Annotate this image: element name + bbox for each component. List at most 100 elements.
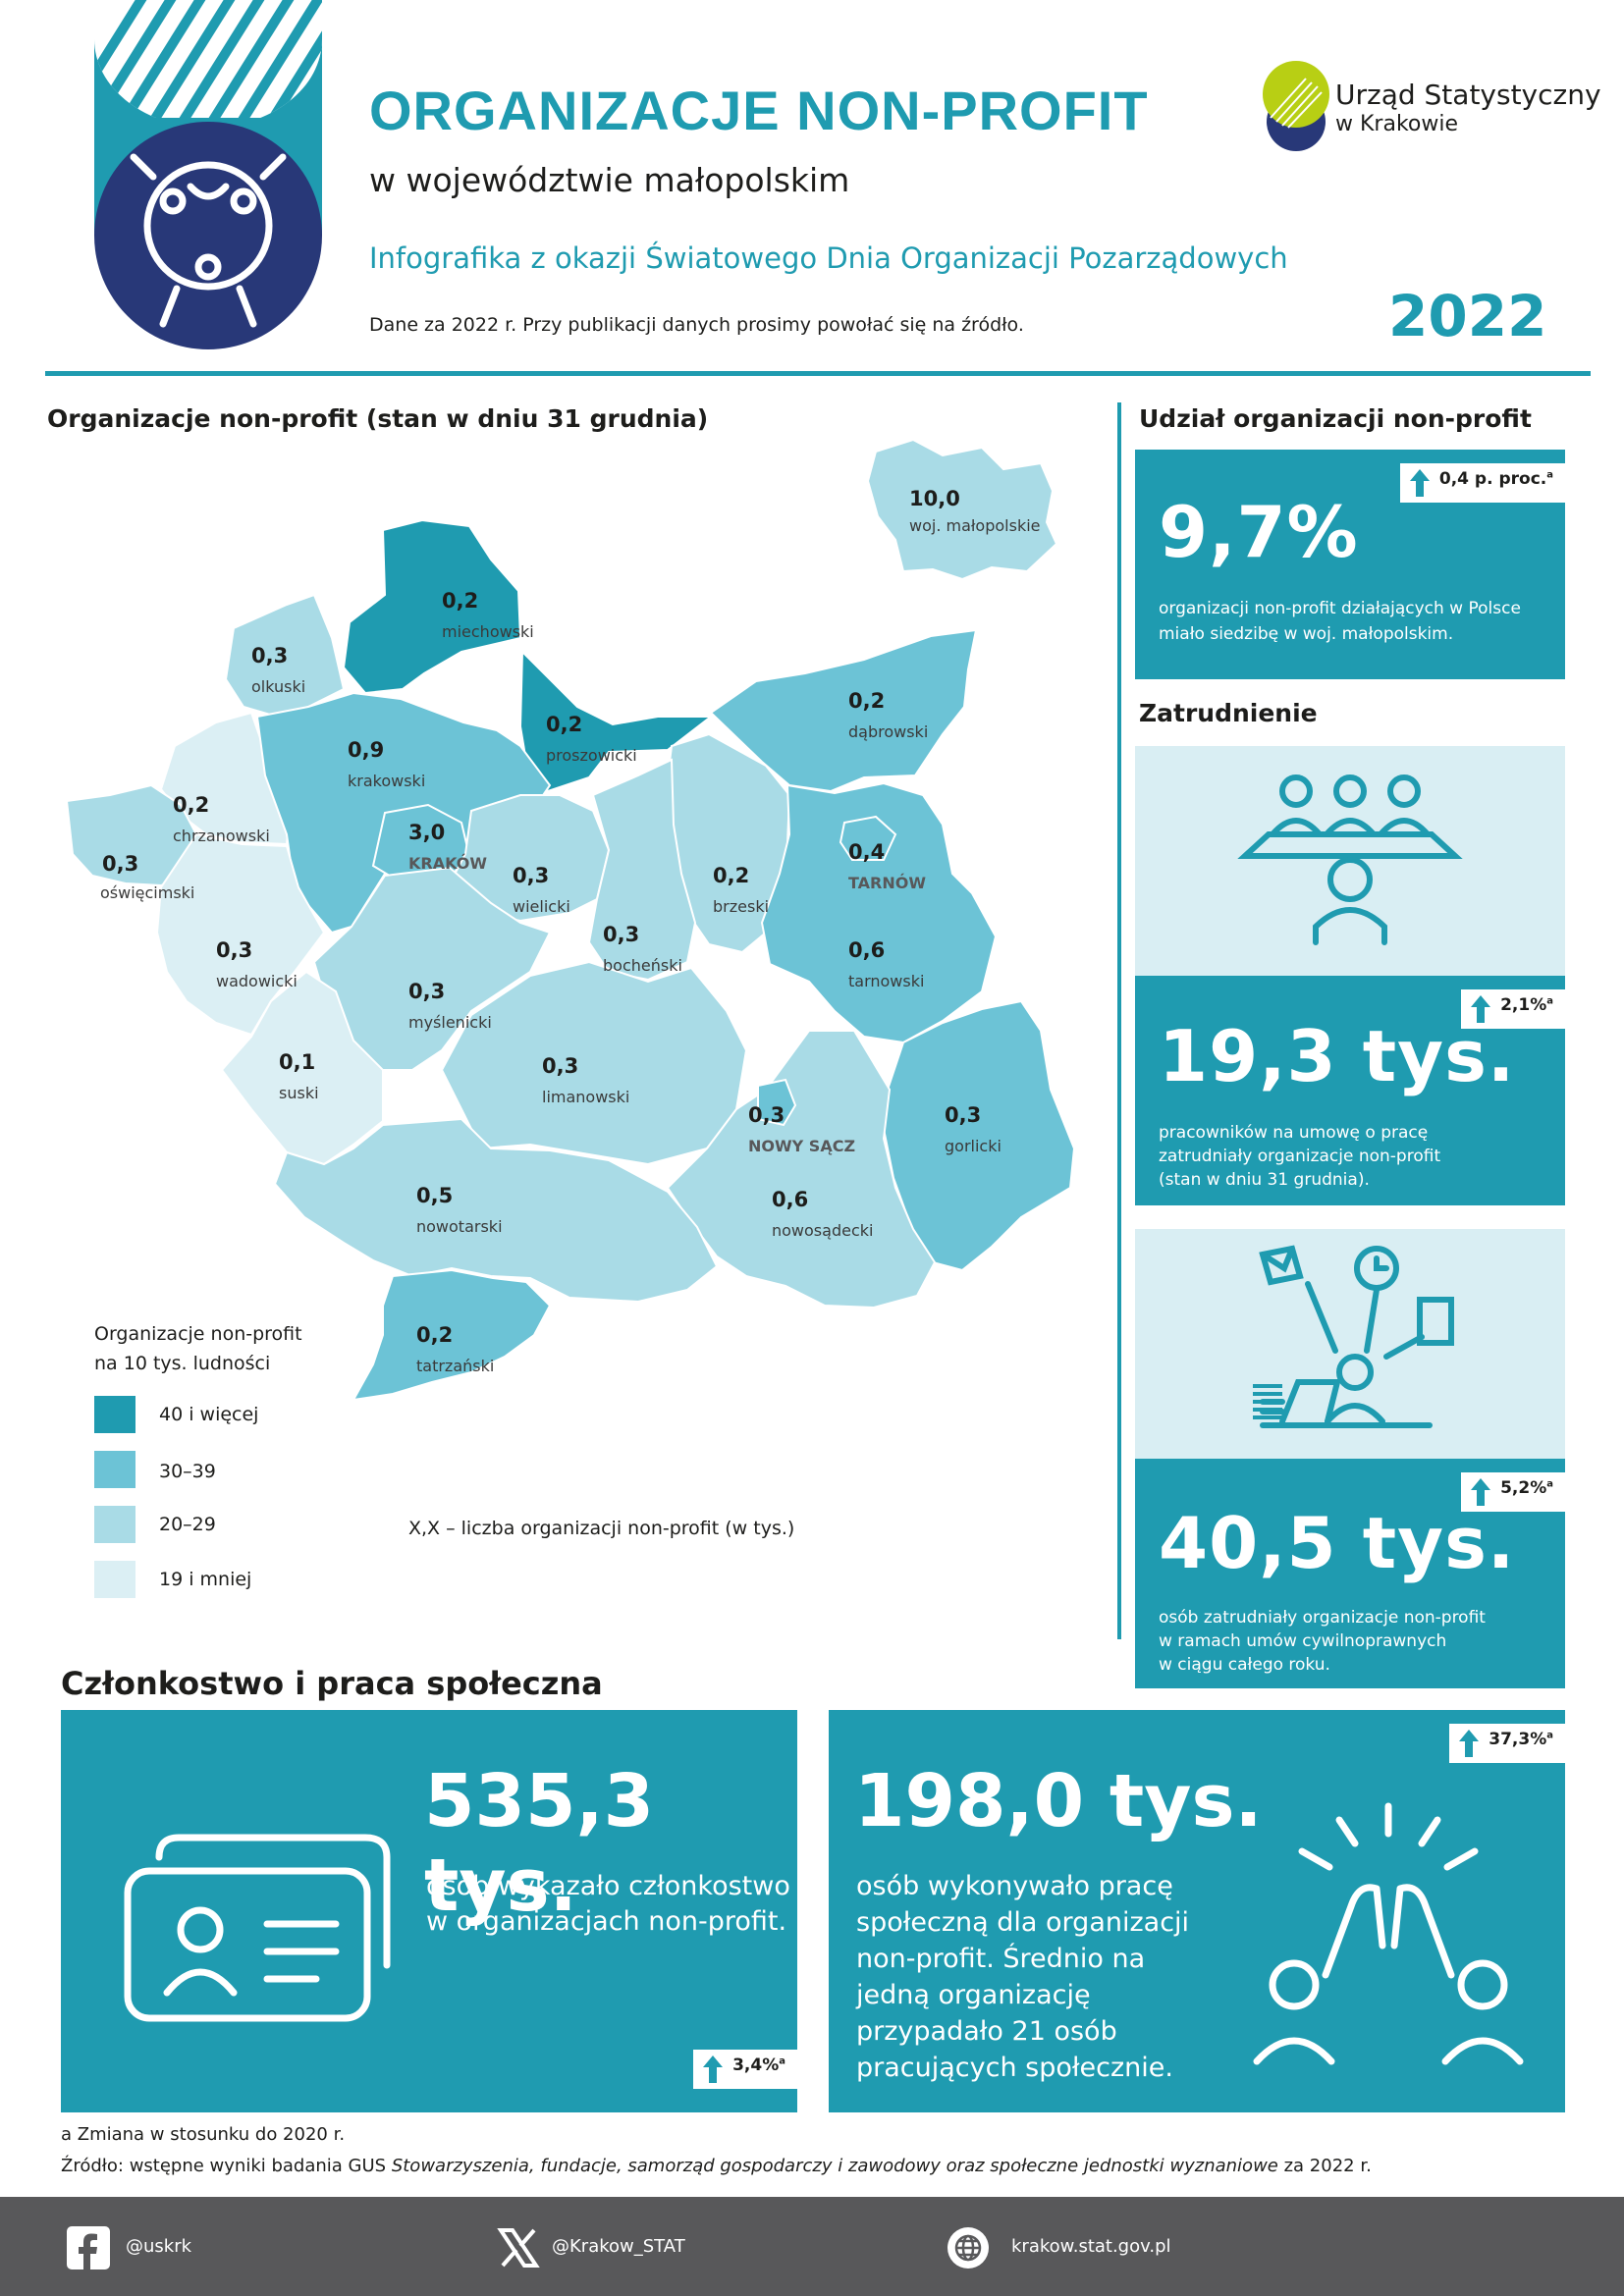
change-badge: 0,4 p. proc.a <box>1399 463 1565 503</box>
region-value: 0,2 <box>848 689 886 713</box>
facebook-handle: @uskrk <box>126 2236 192 2257</box>
region-value: 0,3 <box>102 852 139 876</box>
facebook-icon <box>67 2226 110 2269</box>
region-name: brzeski <box>713 897 770 916</box>
region-name: dąbrowski <box>848 722 929 741</box>
volunteering-desc-line1: osób wykonywało pracę <box>856 1871 1173 1901</box>
share-box: 0,4 p. proc.a 9,7% organizacji non-profi… <box>1135 450 1565 679</box>
badge-value: 37,3% <box>1489 1730 1547 1749</box>
region-value: 0,2 <box>546 713 583 736</box>
district-gorlicki <box>882 999 1076 1272</box>
district-tarnow <box>839 815 897 861</box>
year-label: 2022 <box>1388 283 1547 349</box>
region-map <box>59 422 1080 1404</box>
value-unit-note: X,X – liczba organizacji non-profit (w t… <box>408 1518 795 1539</box>
high-five-icon <box>1253 1802 1524 2065</box>
facebook-link[interactable]: @uskrk <box>67 2226 263 2269</box>
region-value: 0,3 <box>748 1103 785 1127</box>
multitasking-worker-icon <box>1253 1245 1454 1428</box>
x-logo-icon <box>497 2228 540 2268</box>
employment-title: Zatrudnienie <box>1139 699 1318 727</box>
header-divider <box>45 371 1591 376</box>
region-value: 0,3 <box>945 1103 982 1127</box>
membership-desc-line2: w organizacjach non-profit. <box>426 1906 787 1937</box>
region-value: 0,6 <box>772 1188 809 1211</box>
district-nowotarski <box>273 1117 719 1304</box>
footer-bar: @uskrk @Krakow_STAT krakow.stat.gov.pl <box>0 2197 1624 2296</box>
share-desc-line1: organizacji non-profit działających w Po… <box>1159 599 1521 618</box>
badge-footnote-mark: a <box>1546 1730 1553 1741</box>
employment-desc-line1: pracowników na umowę o pracę <box>1159 1123 1429 1143</box>
region-name: NOWY SĄCZ <box>748 1137 856 1155</box>
district-bochenski <box>587 758 697 982</box>
logo-name-line1: Urząd Statystyczny <box>1335 79 1601 111</box>
page-subtitle: w województwie małopolskim <box>369 161 850 199</box>
legend-label: 19 i mniej <box>159 1569 252 1590</box>
region-name: suski <box>279 1084 319 1102</box>
membership-title: Członkostwo i praca społeczna <box>61 1665 603 1702</box>
legend-swatch <box>94 1506 135 1543</box>
district-olkuski <box>224 593 346 719</box>
inset-value: 10,0 <box>909 487 960 510</box>
arrow-up-icon <box>1459 1730 1480 1757</box>
region-name: oświęcimski <box>100 883 195 902</box>
x-link[interactable]: @Krakow_STAT <box>497 2226 713 2269</box>
region-value: 0,1 <box>279 1050 316 1074</box>
region-name: gorlicki <box>945 1137 1001 1155</box>
region-value: 3,0 <box>408 821 446 844</box>
membership-desc-line1: osób wykazało członkostwo <box>426 1871 790 1901</box>
district-tarnowski <box>760 781 998 1044</box>
badge-footnote-mark: a <box>1546 1478 1553 1490</box>
arrow-up-icon <box>703 2056 724 2083</box>
arrow-up-icon <box>1409 469 1430 497</box>
region-name: miechowski <box>442 622 534 641</box>
contract-desc-line3: w ciągu całego roku. <box>1159 1655 1330 1675</box>
region-value: 0,9 <box>348 738 385 762</box>
logo-name-line2: w Krakowie <box>1335 112 1458 136</box>
employment-illustration-1 <box>1135 746 1565 976</box>
region-name: KRAKÓW <box>408 854 488 873</box>
volunteering-box: 37,3%a 198,0 tys. osób wykonywało pracę … <box>829 1710 1565 2112</box>
website-link[interactable]: krakow.stat.gov.pl <box>947 2226 1202 2269</box>
region-name: myślenicki <box>408 1013 492 1032</box>
source-note: Źródło: wstępne wyniki badania GUS Stowa… <box>61 2156 1372 2176</box>
region-value: 0,3 <box>408 980 446 1003</box>
inset-label: woj. małopolskie <box>909 516 1041 535</box>
id-card-icon <box>124 1834 391 2022</box>
employment-desc-line3: (stan w dniu 31 grudnia). <box>1159 1170 1370 1190</box>
region-name: tarnowski <box>848 972 925 990</box>
gus-logo <box>1261 59 1331 153</box>
region-name: krakowski <box>348 772 426 790</box>
employment-box-2: 5,2%a 40,5 tys. osób zatrudniały organiz… <box>1135 1459 1565 1688</box>
legend-swatch <box>94 1561 135 1598</box>
change-badge: 3,4%a <box>693 2050 797 2089</box>
share-value: 9,7% <box>1159 491 1359 573</box>
meeting-icon <box>1237 774 1463 945</box>
badge-value: 2,1% <box>1500 995 1547 1015</box>
contract-desc-line1: osób zatrudniały organizacje non-profit <box>1159 1608 1486 1628</box>
globe-icon <box>947 2227 989 2269</box>
district-tatrzanski <box>352 1268 552 1402</box>
footnote-a: a Zmiana w stosunku do 2020 r. <box>61 2124 346 2145</box>
district-suski <box>220 970 384 1166</box>
emblem-graphic <box>94 0 322 349</box>
legend-swatch <box>94 1451 135 1488</box>
region-value: 0,2 <box>713 864 750 887</box>
badge-footnote-mark: a <box>1546 469 1553 481</box>
region-value: 0,2 <box>416 1323 454 1347</box>
region-name: tatrzański <box>416 1357 495 1375</box>
badge-value: 0,4 p. proc. <box>1438 469 1547 489</box>
region-value: 0,3 <box>603 923 640 946</box>
volunteering-desc-line4: jedną organizację <box>856 1980 1091 2010</box>
legend-label: 30–39 <box>159 1461 216 1482</box>
district-nowosadecki <box>666 1030 937 1309</box>
volunteering-desc-line5: przypadało 21 osób <box>856 2016 1117 2047</box>
x-handle: @Krakow_STAT <box>552 2236 685 2257</box>
page-title: ORGANIZACJE NON-PROFIT <box>369 80 1149 141</box>
infographic-occasion: Infografika z okazji Światowego Dnia Org… <box>369 241 1288 275</box>
region-map-svg <box>65 438 1076 1402</box>
volunteering-desc-line6: pracujących społecznie. <box>856 2053 1173 2083</box>
region-name: wadowicki <box>216 972 298 990</box>
legend-title-line1: Organizacje non-profit <box>94 1323 302 1345</box>
badge-footnote-mark: a <box>779 2056 785 2067</box>
